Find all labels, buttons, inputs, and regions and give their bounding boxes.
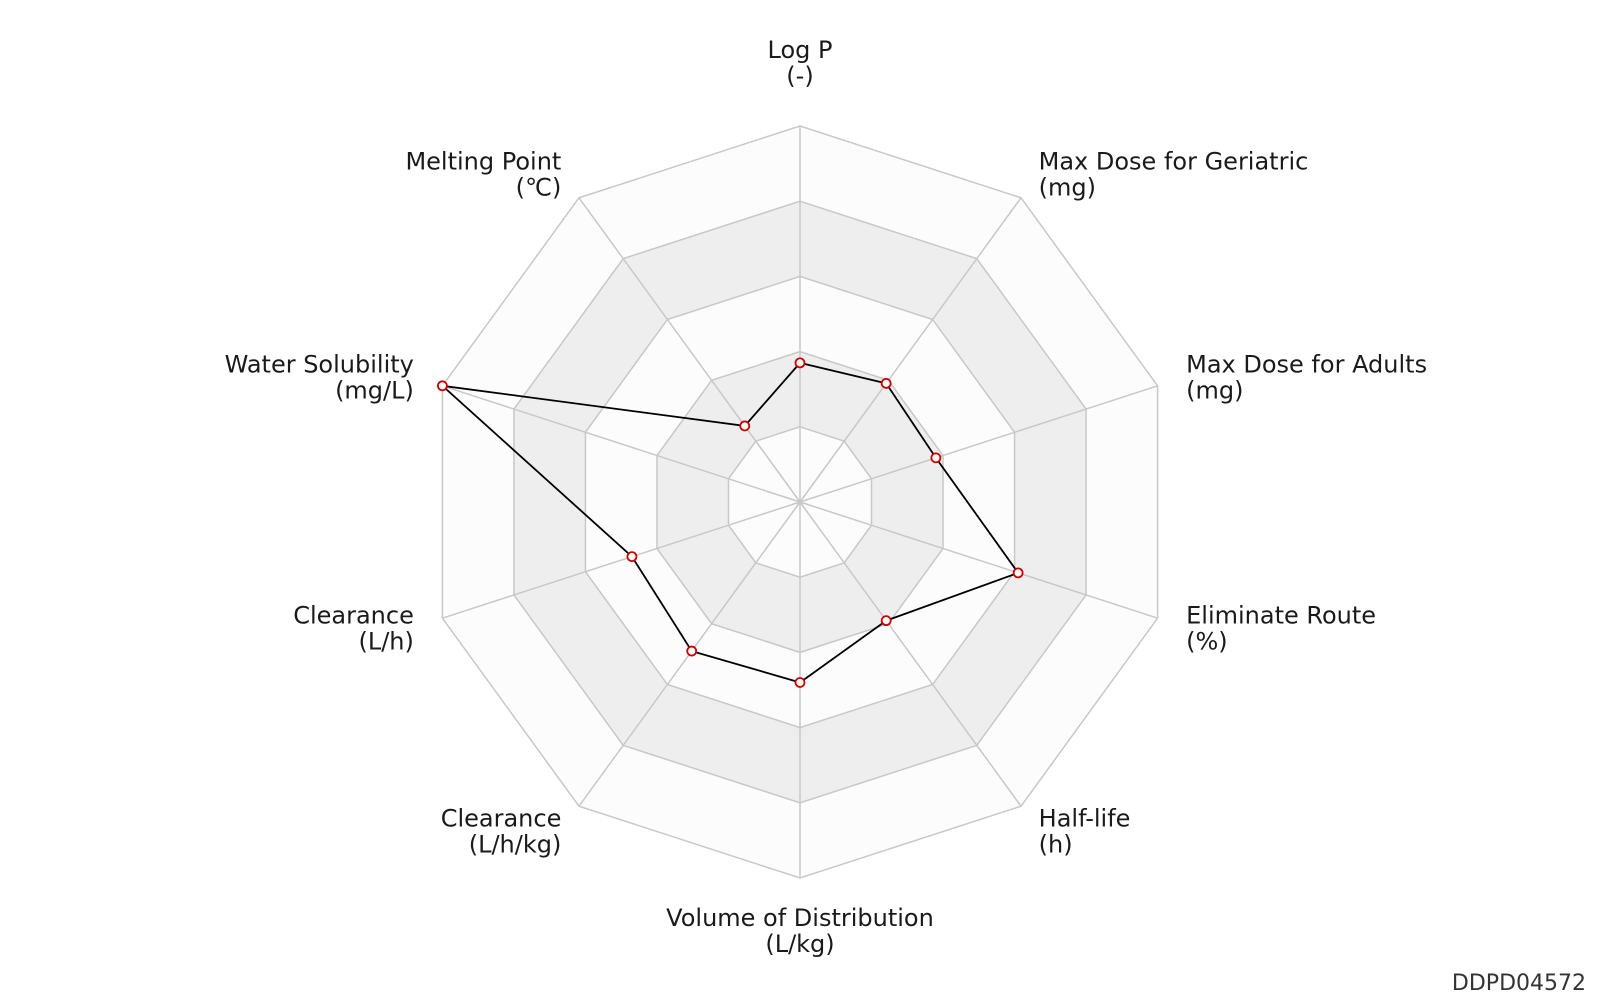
axis-label-unit-5: (L/kg) bbox=[765, 930, 834, 958]
axis-label-name-4: Half-life bbox=[1039, 804, 1131, 832]
data-point-3 bbox=[1012, 567, 1024, 579]
axis-label-unit-6: (L/h/kg) bbox=[469, 830, 562, 858]
spoke-7 bbox=[442, 501, 801, 619]
axis-label-name-0: Log P bbox=[768, 36, 833, 64]
axis-labels: Log P(-)Max Dose for Geriatric(mg)Max Do… bbox=[225, 36, 1427, 958]
axis-label-name-8: Water Solubility bbox=[225, 351, 414, 379]
data-series bbox=[437, 357, 1024, 688]
data-point-0 bbox=[794, 357, 806, 369]
axis-label-name-3: Eliminate Route bbox=[1186, 601, 1376, 629]
axis-label-name-5: Volume of Distribution bbox=[666, 904, 934, 932]
data-point-8 bbox=[437, 380, 448, 392]
axis-label-unit-8: (mg/L) bbox=[335, 377, 414, 405]
data-point-1 bbox=[880, 377, 892, 389]
spoke-2 bbox=[799, 385, 1158, 503]
grid-lines bbox=[441, 125, 1159, 879]
axis-label-unit-3: (%) bbox=[1186, 627, 1228, 655]
axis-label-unit-4: (h) bbox=[1039, 830, 1073, 858]
drug-id-watermark: DDPD04572 bbox=[1451, 971, 1586, 996]
spoke-4 bbox=[799, 501, 1022, 807]
data-point-2 bbox=[930, 452, 942, 464]
data-point-7 bbox=[626, 551, 638, 563]
axis-label-unit-0: (-) bbox=[786, 62, 813, 90]
spoke-8 bbox=[442, 385, 801, 503]
data-point-6 bbox=[686, 645, 698, 657]
axis-label-name-9: Melting Point bbox=[405, 148, 561, 176]
axis-label-unit-7: (L/h) bbox=[358, 627, 413, 655]
data-point-9 bbox=[739, 420, 751, 432]
data-point-5 bbox=[794, 677, 806, 688]
spoke-3 bbox=[799, 501, 1158, 619]
axis-label-unit-9: (℃) bbox=[516, 174, 562, 202]
data-point-4 bbox=[880, 615, 892, 627]
axis-label-unit-2: (mg) bbox=[1186, 377, 1243, 405]
spoke-1 bbox=[799, 197, 1022, 503]
axis-label-name-7: Clearance bbox=[293, 601, 414, 629]
axis-label-unit-1: (mg) bbox=[1039, 174, 1096, 202]
axis-label-name-6: Clearance bbox=[441, 804, 562, 832]
spoke-9 bbox=[578, 197, 801, 503]
axis-label-name-2: Max Dose for Adults bbox=[1186, 351, 1427, 379]
axis-label-name-1: Max Dose for Geriatric bbox=[1039, 148, 1309, 176]
